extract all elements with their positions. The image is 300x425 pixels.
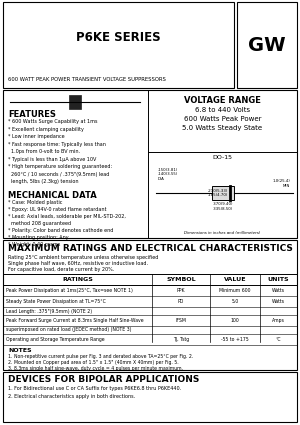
Text: 600 Watts Peak Power: 600 Watts Peak Power [184, 116, 261, 122]
Text: VALUE: VALUE [224, 277, 246, 282]
Text: For capacitive load, derate current by 20%.: For capacitive load, derate current by 2… [8, 267, 114, 272]
Text: Steady State Power Dissipation at TL=75°C: Steady State Power Dissipation at TL=75°… [6, 299, 106, 304]
Text: .370(9.40)
.335(8.50): .370(9.40) .335(8.50) [212, 202, 233, 211]
Text: TJ, Tstg: TJ, Tstg [173, 337, 189, 342]
Text: superimposed on rated load (JEDEC method) (NOTE 3): superimposed on rated load (JEDEC method… [6, 328, 131, 332]
Text: 1.0(25.4)
MIN: 1.0(25.4) MIN [272, 179, 290, 188]
Text: * Low inner impedance: * Low inner impedance [8, 134, 64, 139]
Text: .150(3.81)
.140(3.55)
DIA: .150(3.81) .140(3.55) DIA [158, 168, 178, 181]
Text: DEVICES FOR BIPOLAR APPLICATIONS: DEVICES FOR BIPOLAR APPLICATIONS [8, 375, 200, 384]
Text: IFSM: IFSM [176, 318, 186, 323]
Text: DO-15: DO-15 [212, 155, 232, 160]
Text: RATINGS: RATINGS [63, 277, 93, 282]
Text: Peak Power Dissipation at 1ms(25°C, Tax=see NOTE 1): Peak Power Dissipation at 1ms(25°C, Tax=… [6, 288, 133, 293]
Text: MAXIMUM RATINGS AND ELECTRICAL CHARACTERISTICS: MAXIMUM RATINGS AND ELECTRICAL CHARACTER… [8, 244, 293, 253]
Text: method 208 guaranteed: method 208 guaranteed [8, 221, 71, 226]
Text: Watts: Watts [272, 299, 285, 304]
Text: * Lead: Axial leads, solderable per MIL-STD-202,: * Lead: Axial leads, solderable per MIL-… [8, 213, 126, 218]
Text: PPK: PPK [177, 288, 185, 293]
Bar [212, 186, 233, 200]
Text: * Polarity: Color band denotes cathode end: * Polarity: Color band denotes cathode e… [8, 227, 113, 232]
Text: Dimensions in inches and (millimeters): Dimensions in inches and (millimeters) [184, 231, 261, 235]
Text: * Epoxy: UL 94V-0 rated flame retardant: * Epoxy: UL 94V-0 rated flame retardant [8, 207, 106, 212]
Text: UNITS: UNITS [268, 277, 289, 282]
Text: Rating 25°C ambient temperature unless otherwise specified: Rating 25°C ambient temperature unless o… [8, 255, 158, 260]
Text: Watts: Watts [272, 288, 285, 293]
Text: MECHANICAL DATA: MECHANICAL DATA [8, 190, 97, 199]
Text: 100: 100 [231, 318, 239, 323]
Text: 600 WATT PEAK POWER TRANSIENT VOLTAGE SUPPRESSORS: 600 WATT PEAK POWER TRANSIENT VOLTAGE SU… [8, 77, 166, 82]
Text: .210(5.33)
.185(4.70): .210(5.33) .185(4.70) [207, 189, 228, 197]
Text: length, 5lbs (2.3kg) tension: length, 5lbs (2.3kg) tension [8, 179, 79, 184]
Text: PD: PD [178, 299, 184, 304]
Text: -55 to +175: -55 to +175 [221, 337, 249, 342]
Text: Amps: Amps [272, 318, 285, 323]
Text: * High temperature soldering guaranteed:: * High temperature soldering guaranteed: [8, 164, 112, 169]
Text: NOTES: NOTES [8, 348, 32, 353]
Text: * Fast response time: Typically less than: * Fast response time: Typically less tha… [8, 142, 106, 147]
Text: 2. Mounted on Copper pad area of 1.5" x 1.5" (40mm X 40mm) per Fig. 5.: 2. Mounted on Copper pad area of 1.5" x … [8, 360, 179, 365]
Text: 6.8 to 440 Volts: 6.8 to 440 Volts [195, 107, 250, 113]
Text: 1. For Bidirectional use C or CA Suffix for types P6KE6.8 thru P6KE440.: 1. For Bidirectional use C or CA Suffix … [8, 386, 181, 391]
Bar [3, 90, 297, 238]
Text: 2. Electrical characteristics apply in both directions.: 2. Electrical characteristics apply in b… [8, 394, 135, 399]
Text: * Typical is less than 1μA above 10V: * Typical is less than 1μA above 10V [8, 156, 96, 162]
Text: * Weight: 0.40 grams: * Weight: 0.40 grams [8, 241, 60, 246]
Text: Lead Length: .375"(9.5mm) (NOTE 2): Lead Length: .375"(9.5mm) (NOTE 2) [6, 309, 92, 314]
Text: 1. Non-repetitive current pulse per Fig. 3 and derated above TA=25°C per Fig. 2.: 1. Non-repetitive current pulse per Fig.… [8, 354, 194, 359]
Text: Peak Forward Surge Current at 8.3ms Single Half Sine-Wave: Peak Forward Surge Current at 8.3ms Sing… [6, 318, 144, 323]
Text: Minimum 600: Minimum 600 [219, 288, 251, 293]
Text: 5.0: 5.0 [231, 299, 239, 304]
Text: SYMBOL: SYMBOL [166, 277, 196, 282]
Text: * Case: Molded plastic: * Case: Molded plastic [8, 199, 62, 204]
Text: * Excellent clamping capability: * Excellent clamping capability [8, 127, 84, 131]
Text: P6KE SERIES: P6KE SERIES [76, 31, 161, 43]
Text: 3. 8.3ms single half sine-wave, duty cycle = 4 pulses per minute maximum.: 3. 8.3ms single half sine-wave, duty cyc… [8, 366, 183, 371]
Text: * 600 Watts Surge Capability at 1ms: * 600 Watts Surge Capability at 1ms [8, 119, 97, 124]
Bar [3, 2, 234, 88]
Text: 5.0 Watts Steady State: 5.0 Watts Steady State [182, 125, 262, 131]
Bar [3, 240, 297, 370]
Bar [3, 372, 297, 422]
Text: °C: °C [276, 337, 281, 342]
Text: VOLTAGE RANGE: VOLTAGE RANGE [184, 96, 261, 105]
Text: Operating and Storage Temperature Range: Operating and Storage Temperature Range [6, 337, 105, 342]
Text: FEATURES: FEATURES [8, 110, 56, 119]
Text: * Mounting position: Any: * Mounting position: Any [8, 235, 69, 240]
Bar [69, 95, 81, 109]
Text: 260°C / 10 seconds / .375"(9.5mm) lead: 260°C / 10 seconds / .375"(9.5mm) lead [8, 172, 109, 176]
Text: 1.0ps from 0-volt to BV min.: 1.0ps from 0-volt to BV min. [8, 149, 80, 154]
Text: Single phase half wave, 60Hz, resistive or inductive load.: Single phase half wave, 60Hz, resistive … [8, 261, 148, 266]
Bar [237, 2, 297, 88]
Text: GW: GW [248, 36, 286, 54]
